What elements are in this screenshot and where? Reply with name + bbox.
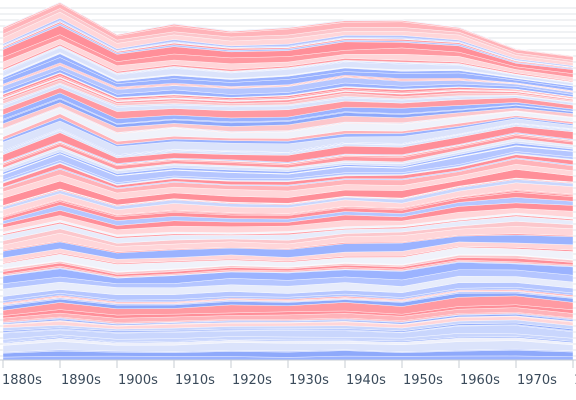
x-tick-label: 1920s — [232, 373, 272, 388]
x-tick-label: 1910s — [175, 373, 215, 388]
x-tick-label: 1940s — [346, 373, 386, 388]
x-tick-label: 1960s — [460, 373, 500, 388]
x-tick-label: 1950s — [403, 373, 443, 388]
area-layers — [3, 2, 573, 360]
x-tick-label: 1880s — [2, 373, 42, 388]
x-axis: 1880s 1890s 1900s 1910s 1920s 1930s 1940s 1950s… — [0, 360, 576, 388]
x-tick-label: 1930s — [289, 373, 329, 388]
x-tick-label: 1970s — [517, 373, 557, 388]
x-tick-label: 1900s — [118, 373, 158, 388]
x-tick-label: 1890s — [61, 373, 101, 388]
